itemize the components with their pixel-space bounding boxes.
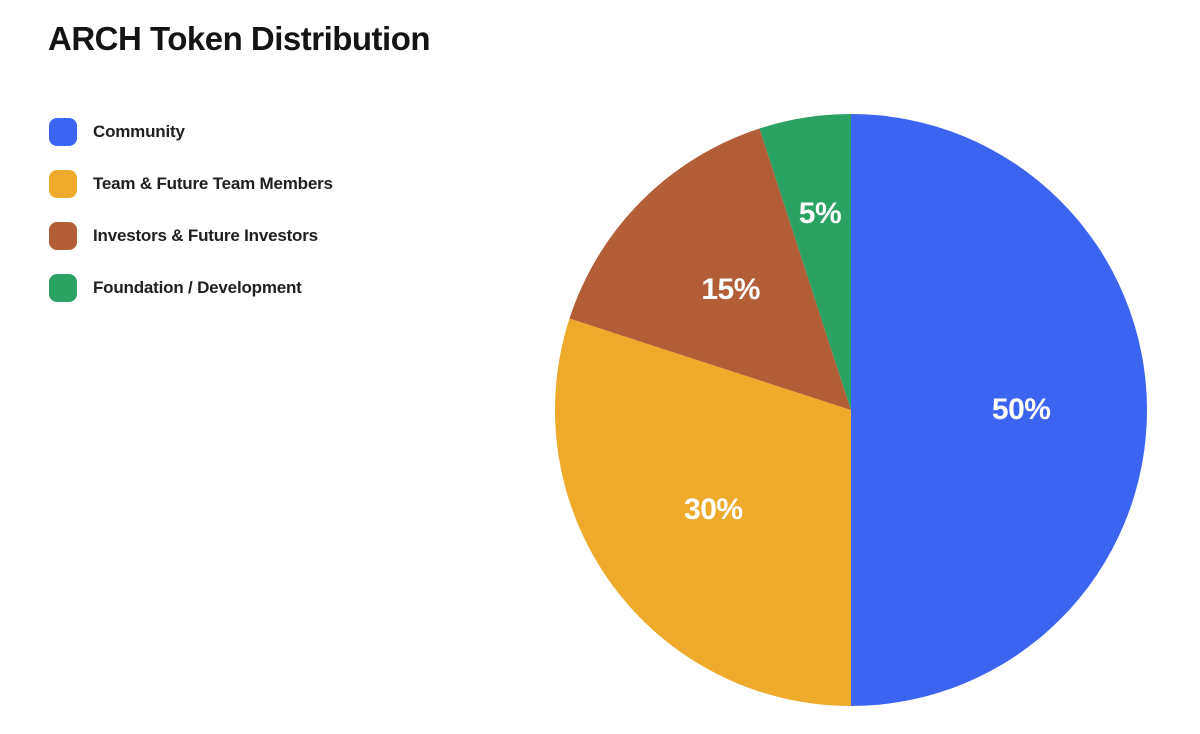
legend-label-team: Team & Future Team Members bbox=[93, 174, 333, 193]
pie-chart: 50% 30% 15% 5% bbox=[555, 114, 1147, 706]
pie-slice-2 bbox=[569, 128, 851, 411]
legend-label-community: Community bbox=[93, 122, 185, 141]
legend-item-team: Team & Future Team Members bbox=[49, 170, 333, 198]
legend-swatch-foundation bbox=[49, 274, 77, 302]
legend-item-community: Community bbox=[49, 118, 333, 146]
legend-label-foundation: Foundation / Development bbox=[93, 278, 302, 297]
legend: Community Team & Future Team Members Inv… bbox=[49, 118, 333, 326]
legend-item-investors: Investors & Future Investors bbox=[49, 222, 333, 250]
legend-label-investors: Investors & Future Investors bbox=[93, 226, 318, 245]
pie-circle bbox=[555, 114, 1147, 706]
pie-slice-1 bbox=[555, 318, 851, 706]
legend-swatch-investors bbox=[49, 222, 77, 250]
legend-item-foundation: Foundation / Development bbox=[49, 274, 333, 302]
pie-slice-3 bbox=[759, 114, 851, 410]
chart-title: ARCH Token Distribution bbox=[48, 20, 431, 57]
legend-swatch-community bbox=[49, 118, 77, 146]
pie-slice-0 bbox=[851, 114, 1147, 706]
legend-swatch-team bbox=[49, 170, 77, 198]
